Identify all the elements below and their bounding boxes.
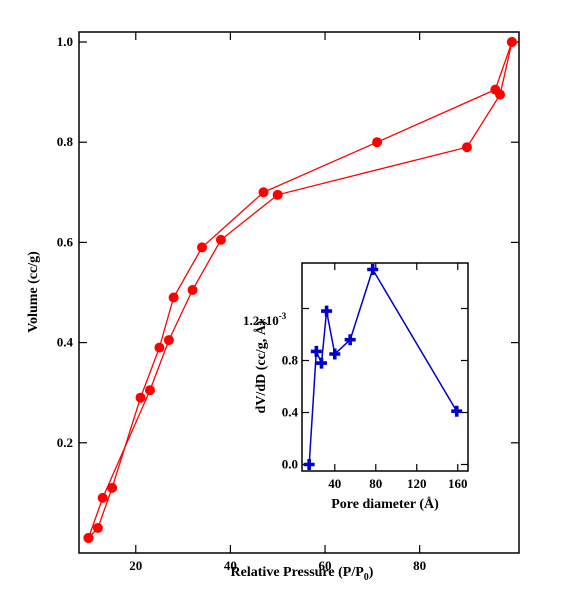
inset-data-point xyxy=(303,459,315,471)
main-x-tick-label: 60 xyxy=(319,558,332,573)
main-y-tick-label: 0.8 xyxy=(57,134,74,149)
inset-x-tick-label: 80 xyxy=(369,476,382,491)
main-data-point xyxy=(461,142,472,153)
inset-x-axis-label: Pore diameter (Å) xyxy=(331,496,439,512)
inset-y-tick-label: 0.8 xyxy=(282,353,299,368)
main-data-point xyxy=(135,392,146,403)
main-data-point xyxy=(506,37,517,48)
main-data-point xyxy=(258,187,269,198)
main-series-line-desorption xyxy=(87,41,513,539)
inset-data-point xyxy=(367,264,379,276)
inset-y-top-tick-label: 1.2x10-3 xyxy=(243,311,287,328)
inset-data-point xyxy=(321,305,333,317)
main-data-point xyxy=(163,335,174,346)
inset-x-tick-label: 40 xyxy=(328,476,341,491)
inset-plot-frame xyxy=(301,262,469,472)
inset-y-tick-label: 0.4 xyxy=(282,405,299,420)
main-data-point xyxy=(168,292,179,303)
main-x-tick-label: 80 xyxy=(413,558,426,573)
inset-axis-ticks: 40 80 120 160 0.0 0.4 0.8 xyxy=(282,263,468,491)
inset-data-point xyxy=(451,405,463,417)
main-data-point xyxy=(215,234,226,245)
main-data-point xyxy=(495,89,506,100)
main-series-points xyxy=(83,37,517,543)
inset-data-point xyxy=(344,334,356,346)
inset-data-point xyxy=(329,348,341,360)
main-data-point xyxy=(144,385,155,396)
main-data-point xyxy=(197,242,208,253)
inset-data-point xyxy=(315,357,327,369)
inset-x-tick-label: 160 xyxy=(448,476,468,491)
main-data-point xyxy=(187,284,198,295)
main-y-axis-label: Volume (cc/g) xyxy=(26,251,41,333)
inset-x-tick-label: 120 xyxy=(407,476,427,491)
main-y-tick-label: 0.4 xyxy=(57,335,74,350)
main-axis-ticks: 20 40 60 80 0.2 0.4 0.6 0.8 1.0 xyxy=(57,32,519,573)
main-x-tick-label: 20 xyxy=(129,558,142,573)
main-data-point xyxy=(83,532,94,543)
inset-y-axis-label: dV/dD (cc/g, Å) xyxy=(253,320,269,413)
main-plot-frame xyxy=(78,31,520,554)
main-data-point xyxy=(97,492,108,503)
main-data-point xyxy=(154,342,165,353)
inset-series-points xyxy=(303,264,463,471)
main-x-axis-label: Relative Pressure (P/P0) xyxy=(231,565,374,583)
main-y-tick-label: 0.6 xyxy=(57,234,74,249)
main-data-point xyxy=(92,522,103,533)
inset-data-point xyxy=(310,345,322,357)
inset-y-tick-label: 0.0 xyxy=(282,457,298,472)
main-x-tick-label: 40 xyxy=(224,558,237,573)
main-data-point xyxy=(372,137,383,148)
main-y-tick-label: 1.0 xyxy=(57,34,73,49)
main-data-point xyxy=(107,482,118,493)
main-data-point xyxy=(272,189,283,200)
main-y-tick-label: 0.2 xyxy=(57,435,73,450)
